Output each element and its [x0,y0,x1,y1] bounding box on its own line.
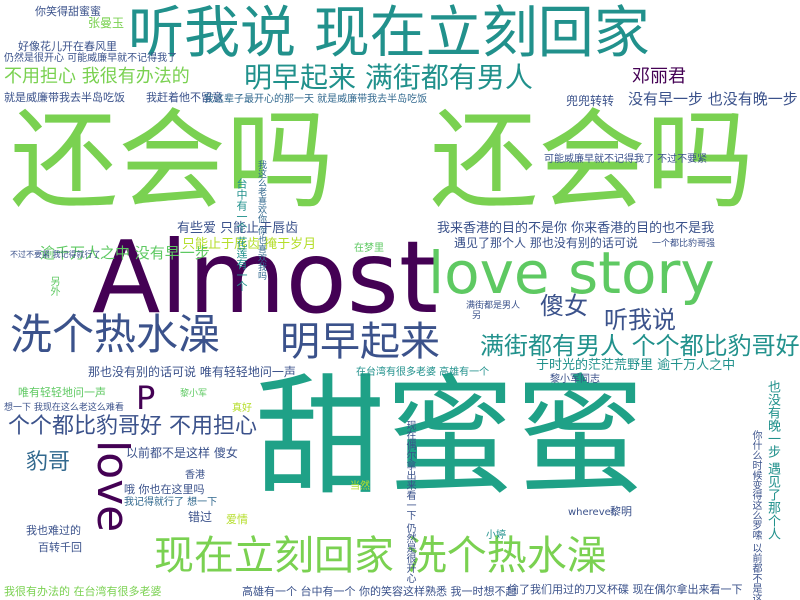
cloud-word: 现在立刻回家 洗个热水澡 [154,533,607,579]
cloud-word: Almost [92,219,439,336]
cloud-word: 傻女 [540,292,588,320]
cloud-word: 在梦里 [354,243,384,254]
cloud-word: 豹哥 [26,450,71,475]
cloud-word: 小婷 [486,530,506,541]
cloud-word: 还会吗 [430,99,755,224]
cloud-word: 听我说 现在立刻回家 [128,1,650,66]
cloud-word: 邓丽君 [632,66,686,87]
cloud-word: 只能止于唇齿 掩于岁月 [182,237,317,252]
cloud-word: 不过不要紧 我记得就行了 [10,250,101,259]
cloud-word: 另外 [48,276,59,296]
cloud-word: 那也没有别的话可说 唯有轻轻地问一声 [88,365,296,379]
cloud-word: 甜蜜蜜 [255,361,646,513]
cloud-word: 明早起来 满街都有男人 [244,61,533,94]
cloud-word: 遇见了那个人 那也没有别的话可说 [454,236,638,250]
cloud-word: P [136,379,156,417]
cloud-word: 也没有晚一步 遇见了那个人 [765,380,780,541]
cloud-word: 我赶着他不留意 [146,91,223,104]
cloud-word: 于时光的茫茫荒野里 逾千万人之中 [536,358,736,373]
cloud-word: 另 [472,311,482,321]
cloud-word: 爱情 [226,513,248,526]
cloud-word: 台中有一个 花莲有一个 [235,178,248,292]
cloud-word: 一个都比豹哥强 [652,239,716,249]
cloud-word: 洗个热水澡 [10,310,221,359]
cloud-word: 我也难过的 [26,524,81,537]
cloud-word: 我这辈子最开心的那一天 就是威廉带我去半岛吃饭 [204,94,428,105]
cloud-word: 我记得就行了 想一下 [124,497,218,508]
cloud-word: 你笑得甜蜜蜜 [35,5,101,18]
cloud-word: 张曼玉 [88,16,125,30]
cloud-word: 黎明 [610,505,632,518]
cloud-word: 黎小军同志 [550,374,600,385]
cloud-word: love [87,440,138,533]
cloud-word: 不用担心 我很有办法的 [4,66,190,87]
cloud-word: 满街都是男人 [466,301,521,311]
cloud-word: 香港 [185,470,205,481]
cloud-word: 百转千回 [38,541,82,554]
cloud-word: 真好 [232,403,252,414]
cloud-word: wherever [568,507,615,518]
cloud-word: 在台湾有很多老婆 高雄有一个 [356,367,490,378]
cloud-word: 就是威廉带我去半岛吃饭 [4,91,125,104]
cloud-word: 兜兜转转 [566,94,615,108]
cloud-word: 还会吗 [10,99,335,224]
cloud-word: 错过 [188,510,213,524]
cloud-word: 仍然是很开心 可能威廉早就不记得我了 [4,53,178,64]
cloud-word: 逾千万人之中 没有早一步 [40,244,210,262]
cloud-word: 你什么时候变得这么罗嗦 以前都不是这样 [750,430,761,600]
cloud-word: 满街都有男人 个个都比豹哥好 [480,332,800,360]
cloud-word: love story [428,239,715,307]
cloud-word: 偷了我们用过的刀叉杯碟 现在偶尔拿出来看一下 [508,583,743,596]
cloud-word: 有些爱 只能止于唇齿 [177,221,299,236]
cloud-word: 我来香港的目的不是你 你来香港的目的也不是我 [437,221,715,236]
cloud-word: 想一下 我现在这么老这么难看 [4,403,124,413]
cloud-word: 现在偶尔拿出来看一下 仍然是很开心 [404,420,415,584]
cloud-word: 明早起来 [280,319,440,365]
cloud-word: 可能威廉早就不记得我了 不过不要紧 [544,154,708,165]
cloud-word: 我这么老喜欢你 你也喜欢我吗 [256,160,266,280]
cloud-word: 当然 [350,481,370,492]
cloud-word: 黎小军 [180,389,208,399]
cloud-word: 好像花儿开在春风里 [18,40,117,53]
cloud-word: 高雄有一个 台中有一个 你的笑容这样熟悉 我一时想不起 [242,585,517,598]
cloud-word: 个个都比豹哥好 不用担心 [8,414,257,439]
cloud-word: 没有早一步 也没有晚一步 [628,90,798,108]
cloud-word: 唯有轻轻地问一声 [18,386,106,399]
cloud-word: 我很有办法的 在台湾有很多老婆 [4,585,162,598]
cloud-word: 听我说 [604,306,676,334]
cloud-word: 哦 你也在这里吗 [124,483,205,496]
cloud-word: 以前都不是这样 傻女 [126,446,238,460]
